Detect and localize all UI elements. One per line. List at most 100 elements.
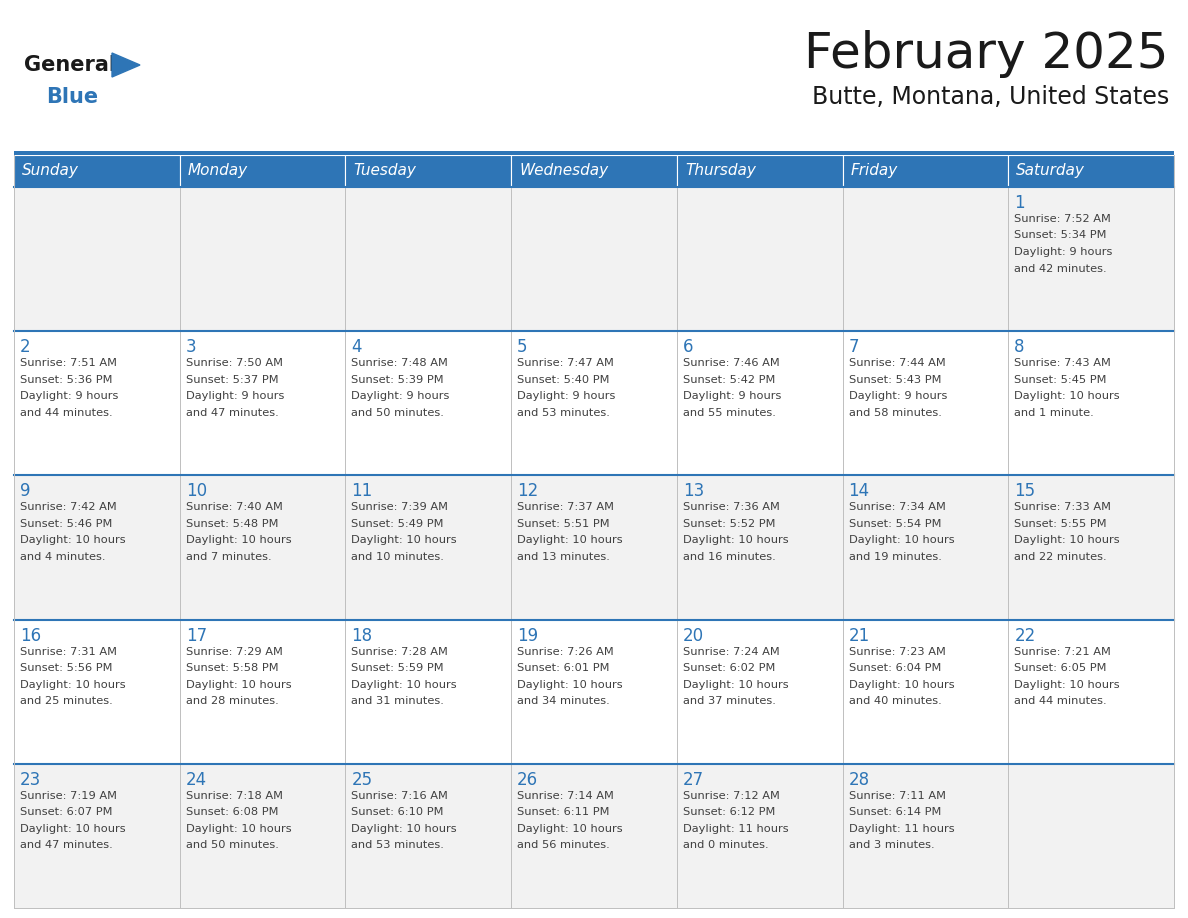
Text: Sunset: 5:39 PM: Sunset: 5:39 PM bbox=[352, 375, 444, 385]
Text: 24: 24 bbox=[185, 771, 207, 789]
Text: Sunrise: 7:19 AM: Sunrise: 7:19 AM bbox=[20, 790, 116, 800]
Text: Daylight: 10 hours: Daylight: 10 hours bbox=[517, 679, 623, 689]
Text: Daylight: 9 hours: Daylight: 9 hours bbox=[683, 391, 782, 401]
Polygon shape bbox=[112, 53, 140, 77]
Text: Sunset: 6:01 PM: Sunset: 6:01 PM bbox=[517, 663, 609, 673]
Text: Daylight: 10 hours: Daylight: 10 hours bbox=[848, 679, 954, 689]
Bar bbox=[14, 331, 179, 476]
Bar bbox=[179, 476, 346, 620]
Text: 9: 9 bbox=[20, 482, 31, 500]
Text: Sunset: 5:40 PM: Sunset: 5:40 PM bbox=[517, 375, 609, 385]
Text: Saturday: Saturday bbox=[1016, 163, 1085, 178]
Bar bbox=[14, 155, 179, 187]
Text: Daylight: 10 hours: Daylight: 10 hours bbox=[683, 535, 789, 545]
Text: Sunset: 6:04 PM: Sunset: 6:04 PM bbox=[848, 663, 941, 673]
Text: Sunset: 5:37 PM: Sunset: 5:37 PM bbox=[185, 375, 278, 385]
Text: Sunset: 6:02 PM: Sunset: 6:02 PM bbox=[683, 663, 776, 673]
Text: Sunset: 5:36 PM: Sunset: 5:36 PM bbox=[20, 375, 113, 385]
Text: Sunset: 5:45 PM: Sunset: 5:45 PM bbox=[1015, 375, 1107, 385]
Text: 26: 26 bbox=[517, 771, 538, 789]
Bar bbox=[179, 331, 346, 476]
Text: Sunset: 5:49 PM: Sunset: 5:49 PM bbox=[352, 519, 444, 529]
Bar bbox=[1009, 764, 1174, 908]
Text: 15: 15 bbox=[1015, 482, 1036, 500]
Bar bbox=[1009, 155, 1174, 187]
Text: 11: 11 bbox=[352, 482, 373, 500]
Bar bbox=[842, 187, 1009, 331]
Text: 2: 2 bbox=[20, 338, 31, 356]
Text: 28: 28 bbox=[848, 771, 870, 789]
Text: Sunrise: 7:47 AM: Sunrise: 7:47 AM bbox=[517, 358, 614, 368]
Text: Sunset: 5:55 PM: Sunset: 5:55 PM bbox=[1015, 519, 1107, 529]
Text: Daylight: 9 hours: Daylight: 9 hours bbox=[20, 391, 119, 401]
Text: 7: 7 bbox=[848, 338, 859, 356]
Text: Sunrise: 7:39 AM: Sunrise: 7:39 AM bbox=[352, 502, 448, 512]
Text: Sunset: 6:10 PM: Sunset: 6:10 PM bbox=[352, 807, 444, 817]
Bar bbox=[677, 764, 842, 908]
Text: General: General bbox=[24, 55, 116, 75]
Text: Daylight: 11 hours: Daylight: 11 hours bbox=[683, 823, 789, 834]
Text: Daylight: 10 hours: Daylight: 10 hours bbox=[20, 679, 126, 689]
Text: 3: 3 bbox=[185, 338, 196, 356]
Text: and 22 minutes.: and 22 minutes. bbox=[1015, 552, 1107, 562]
Text: Daylight: 9 hours: Daylight: 9 hours bbox=[848, 391, 947, 401]
Text: Sunset: 5:43 PM: Sunset: 5:43 PM bbox=[848, 375, 941, 385]
Text: Monday: Monday bbox=[188, 163, 248, 178]
Text: Sunset: 6:11 PM: Sunset: 6:11 PM bbox=[517, 807, 609, 817]
Bar bbox=[1009, 620, 1174, 764]
Text: Sunrise: 7:43 AM: Sunrise: 7:43 AM bbox=[1015, 358, 1111, 368]
Text: and 10 minutes.: and 10 minutes. bbox=[352, 552, 444, 562]
Text: Daylight: 10 hours: Daylight: 10 hours bbox=[517, 535, 623, 545]
Bar bbox=[346, 476, 511, 620]
Text: Daylight: 10 hours: Daylight: 10 hours bbox=[352, 535, 457, 545]
Bar bbox=[1009, 331, 1174, 476]
Text: Daylight: 10 hours: Daylight: 10 hours bbox=[352, 823, 457, 834]
Text: Sunrise: 7:23 AM: Sunrise: 7:23 AM bbox=[848, 646, 946, 656]
Text: and 50 minutes.: and 50 minutes. bbox=[185, 840, 279, 850]
Text: Sunset: 6:12 PM: Sunset: 6:12 PM bbox=[683, 807, 776, 817]
Text: Thursday: Thursday bbox=[684, 163, 756, 178]
Text: Daylight: 10 hours: Daylight: 10 hours bbox=[185, 679, 291, 689]
Bar bbox=[179, 764, 346, 908]
Bar bbox=[511, 187, 677, 331]
Text: Daylight: 10 hours: Daylight: 10 hours bbox=[1015, 679, 1120, 689]
Text: Sunrise: 7:12 AM: Sunrise: 7:12 AM bbox=[683, 790, 779, 800]
Text: 25: 25 bbox=[352, 771, 373, 789]
Text: Sunrise: 7:31 AM: Sunrise: 7:31 AM bbox=[20, 646, 116, 656]
Text: and 4 minutes.: and 4 minutes. bbox=[20, 552, 106, 562]
Text: Sunset: 5:58 PM: Sunset: 5:58 PM bbox=[185, 663, 278, 673]
Bar bbox=[1009, 476, 1174, 620]
Bar bbox=[346, 187, 511, 331]
Text: Sunset: 5:48 PM: Sunset: 5:48 PM bbox=[185, 519, 278, 529]
Text: and 13 minutes.: and 13 minutes. bbox=[517, 552, 609, 562]
Text: 22: 22 bbox=[1015, 627, 1036, 644]
Text: and 40 minutes.: and 40 minutes. bbox=[848, 696, 941, 706]
Text: Sunrise: 7:24 AM: Sunrise: 7:24 AM bbox=[683, 646, 779, 656]
Bar bbox=[842, 764, 1009, 908]
Text: 4: 4 bbox=[352, 338, 362, 356]
Text: Sunset: 5:54 PM: Sunset: 5:54 PM bbox=[848, 519, 941, 529]
Bar bbox=[346, 331, 511, 476]
Text: and 55 minutes.: and 55 minutes. bbox=[683, 408, 776, 418]
Text: Sunset: 6:08 PM: Sunset: 6:08 PM bbox=[185, 807, 278, 817]
Text: and 31 minutes.: and 31 minutes. bbox=[352, 696, 444, 706]
Text: Sunrise: 7:48 AM: Sunrise: 7:48 AM bbox=[352, 358, 448, 368]
Bar bbox=[179, 187, 346, 331]
Bar bbox=[677, 476, 842, 620]
Text: Sunset: 6:05 PM: Sunset: 6:05 PM bbox=[1015, 663, 1107, 673]
Text: Sunset: 5:56 PM: Sunset: 5:56 PM bbox=[20, 663, 113, 673]
Text: 1: 1 bbox=[1015, 194, 1025, 212]
Text: Sunrise: 7:14 AM: Sunrise: 7:14 AM bbox=[517, 790, 614, 800]
Text: Daylight: 10 hours: Daylight: 10 hours bbox=[185, 823, 291, 834]
Text: Sunset: 5:51 PM: Sunset: 5:51 PM bbox=[517, 519, 609, 529]
Text: Sunset: 6:07 PM: Sunset: 6:07 PM bbox=[20, 807, 113, 817]
Text: Daylight: 10 hours: Daylight: 10 hours bbox=[1015, 391, 1120, 401]
Text: Daylight: 9 hours: Daylight: 9 hours bbox=[185, 391, 284, 401]
Text: Sunrise: 7:21 AM: Sunrise: 7:21 AM bbox=[1015, 646, 1111, 656]
Text: Sunset: 5:59 PM: Sunset: 5:59 PM bbox=[352, 663, 444, 673]
Text: Daylight: 9 hours: Daylight: 9 hours bbox=[517, 391, 615, 401]
Text: 16: 16 bbox=[20, 627, 42, 644]
Text: Sunrise: 7:46 AM: Sunrise: 7:46 AM bbox=[683, 358, 779, 368]
Bar bbox=[677, 187, 842, 331]
Text: Sunrise: 7:42 AM: Sunrise: 7:42 AM bbox=[20, 502, 116, 512]
